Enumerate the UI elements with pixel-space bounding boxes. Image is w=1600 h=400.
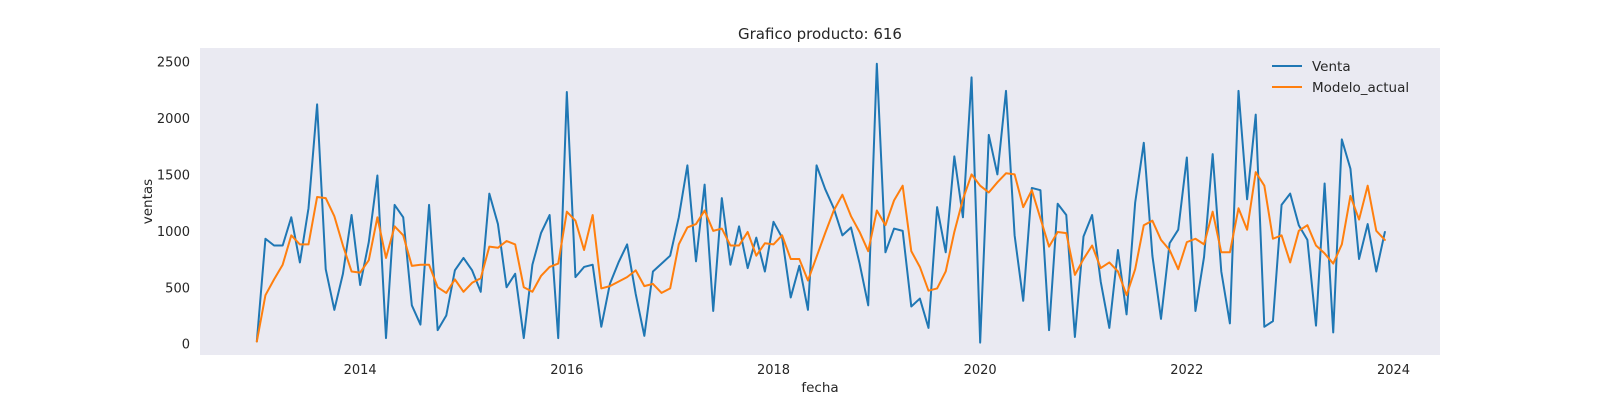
legend-label: Modelo_actual	[1312, 80, 1409, 96]
chart-title: Grafico producto: 616	[738, 25, 902, 43]
series-lines	[255, 62, 1386, 344]
y-tick-label: 2000	[157, 112, 190, 127]
x-tick-label: 2018	[757, 363, 790, 378]
series-line-2	[255, 171, 1386, 343]
y-tick-label: 500	[165, 281, 190, 296]
axis-ticks: 2014 2016 2018 2020 2022 2024 0 500 1000 1500 2000…	[157, 56, 1410, 378]
x-tick-label: 2016	[550, 363, 583, 378]
y-tick-label: 1500	[157, 168, 190, 183]
plot-background	[200, 48, 1440, 355]
x-tick-label: 2014	[344, 363, 377, 378]
y-tick-label: 0	[182, 338, 190, 353]
x-tick-label: 2024	[1377, 363, 1410, 378]
x-axis-label: fecha	[801, 380, 838, 396]
legend-label: Venta	[1312, 59, 1351, 75]
x-tick-label: 2022	[1170, 363, 1203, 378]
y-axis-label: ventas	[140, 179, 156, 224]
y-tick-label: 1000	[157, 225, 190, 240]
series-line-1	[255, 62, 1386, 344]
legend: Venta Modelo_actual	[1272, 59, 1409, 96]
x-tick-label: 2020	[964, 363, 997, 378]
y-tick-label: 2500	[157, 56, 190, 71]
